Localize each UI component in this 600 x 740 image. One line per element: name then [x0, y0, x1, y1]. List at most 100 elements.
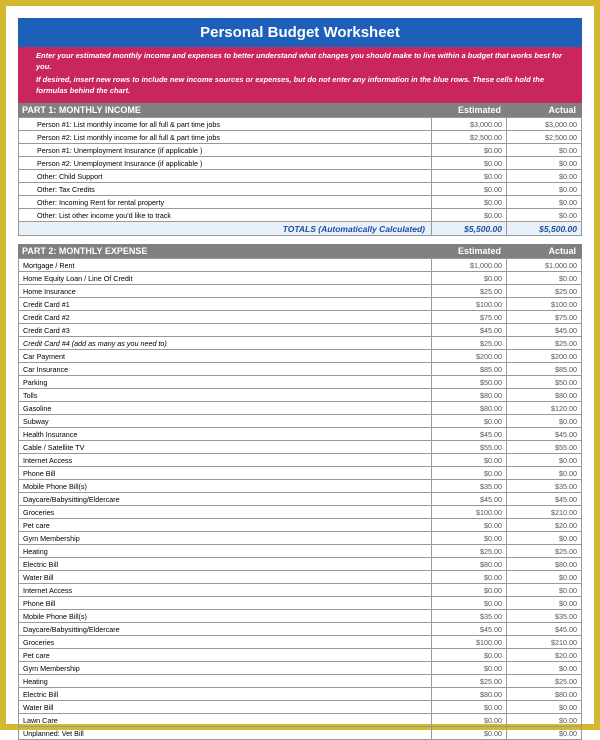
row-estimated[interactable]: $45.00 — [432, 623, 507, 636]
row-label: Credit Card #3 — [19, 324, 432, 337]
row-actual[interactable]: $0.00 — [507, 467, 582, 480]
row-estimated[interactable]: $55.00 — [432, 441, 507, 454]
table-row: Unplanned: Vet Bill$0.00$0.00 — [19, 727, 582, 740]
row-estimated[interactable]: $0.00 — [432, 649, 507, 662]
row-actual[interactable]: $210.00 — [507, 506, 582, 519]
col-actual-2: Actual — [507, 246, 582, 256]
row-estimated[interactable]: $0.00 — [432, 415, 507, 428]
table-row: Heating$25.00$25.00 — [19, 675, 582, 688]
row-actual[interactable]: $80.00 — [507, 389, 582, 402]
row-estimated[interactable]: $50.00 — [432, 376, 507, 389]
row-actual[interactable]: $85.00 — [507, 363, 582, 376]
row-actual[interactable]: $200.00 — [507, 350, 582, 363]
row-label: Home Insurance — [19, 285, 432, 298]
row-actual[interactable]: $25.00 — [507, 337, 582, 350]
row-estimated[interactable]: $100.00 — [432, 636, 507, 649]
row-estimated[interactable]: $45.00 — [432, 493, 507, 506]
row-actual[interactable]: $50.00 — [507, 376, 582, 389]
row-actual[interactable]: $35.00 — [507, 610, 582, 623]
row-estimated[interactable]: $25.00 — [432, 675, 507, 688]
row-actual[interactable]: $100.00 — [507, 298, 582, 311]
row-label: Gasoline — [19, 402, 432, 415]
row-estimated[interactable]: $45.00 — [432, 324, 507, 337]
row-actual[interactable]: $2,500.00 — [507, 131, 582, 144]
row-estimated[interactable]: $80.00 — [432, 389, 507, 402]
row-actual[interactable]: $0.00 — [507, 209, 582, 222]
row-estimated[interactable]: $0.00 — [432, 144, 507, 157]
row-actual[interactable]: $20.00 — [507, 519, 582, 532]
row-actual[interactable]: $1,000.00 — [507, 259, 582, 272]
row-actual[interactable]: $55.00 — [507, 441, 582, 454]
table-row: Electric Bill$80.00$80.00 — [19, 688, 582, 701]
row-estimated[interactable]: $85.00 — [432, 363, 507, 376]
row-estimated[interactable]: $100.00 — [432, 506, 507, 519]
row-estimated[interactable]: $25.00 — [432, 337, 507, 350]
row-actual[interactable]: $0.00 — [507, 584, 582, 597]
row-estimated[interactable]: $25.00 — [432, 285, 507, 298]
row-actual[interactable]: $25.00 — [507, 675, 582, 688]
row-estimated[interactable]: $0.00 — [432, 183, 507, 196]
row-estimated[interactable]: $2,500.00 — [432, 131, 507, 144]
row-estimated[interactable]: $200.00 — [432, 350, 507, 363]
row-estimated[interactable]: $35.00 — [432, 610, 507, 623]
row-estimated[interactable]: $80.00 — [432, 688, 507, 701]
expense-header: PART 2: MONTHLY EXPENSE Estimated Actual — [18, 244, 582, 258]
row-estimated[interactable]: $100.00 — [432, 298, 507, 311]
row-actual[interactable]: $0.00 — [507, 532, 582, 545]
row-actual[interactable]: $210.00 — [507, 636, 582, 649]
row-estimated[interactable]: $0.00 — [432, 519, 507, 532]
row-actual[interactable]: $20.00 — [507, 649, 582, 662]
row-estimated[interactable]: $0.00 — [432, 467, 507, 480]
row-actual[interactable]: $0.00 — [507, 272, 582, 285]
row-label: Mobile Phone Bill(s) — [19, 480, 432, 493]
row-estimated[interactable]: $35.00 — [432, 480, 507, 493]
row-estimated[interactable]: $0.00 — [432, 662, 507, 675]
table-row: Pet care$0.00$20.00 — [19, 519, 582, 532]
row-actual[interactable]: $0.00 — [507, 157, 582, 170]
row-estimated[interactable]: $3,000.00 — [432, 118, 507, 131]
row-actual[interactable]: $120.00 — [507, 402, 582, 415]
row-actual[interactable]: $25.00 — [507, 545, 582, 558]
row-actual[interactable]: $0.00 — [507, 144, 582, 157]
row-estimated[interactable]: $0.00 — [432, 209, 507, 222]
row-actual[interactable]: $45.00 — [507, 623, 582, 636]
row-actual[interactable]: $35.00 — [507, 480, 582, 493]
row-actual[interactable]: $75.00 — [507, 311, 582, 324]
row-estimated[interactable]: $1,000.00 — [432, 259, 507, 272]
row-actual[interactable]: $3,000.00 — [507, 118, 582, 131]
row-estimated[interactable]: $0.00 — [432, 597, 507, 610]
row-actual[interactable]: $0.00 — [507, 714, 582, 727]
row-estimated[interactable]: $0.00 — [432, 170, 507, 183]
row-estimated[interactable]: $45.00 — [432, 428, 507, 441]
row-actual[interactable]: $0.00 — [507, 571, 582, 584]
row-estimated[interactable]: $75.00 — [432, 311, 507, 324]
row-estimated[interactable]: $0.00 — [432, 454, 507, 467]
row-estimated[interactable]: $80.00 — [432, 558, 507, 571]
row-estimated[interactable]: $0.00 — [432, 157, 507, 170]
row-estimated[interactable]: $0.00 — [432, 701, 507, 714]
row-estimated[interactable]: $25.00 — [432, 545, 507, 558]
row-actual[interactable]: $0.00 — [507, 183, 582, 196]
row-estimated[interactable]: $80.00 — [432, 402, 507, 415]
row-actual[interactable]: $0.00 — [507, 454, 582, 467]
row-actual[interactable]: $45.00 — [507, 428, 582, 441]
row-actual[interactable]: $45.00 — [507, 493, 582, 506]
row-actual[interactable]: $25.00 — [507, 285, 582, 298]
row-actual[interactable]: $0.00 — [507, 196, 582, 209]
row-estimated[interactable]: $0.00 — [432, 727, 507, 740]
row-estimated[interactable]: $0.00 — [432, 714, 507, 727]
row-estimated[interactable]: $0.00 — [432, 532, 507, 545]
row-actual[interactable]: $0.00 — [507, 597, 582, 610]
row-actual[interactable]: $0.00 — [507, 727, 582, 740]
row-estimated[interactable]: $0.00 — [432, 571, 507, 584]
row-actual[interactable]: $0.00 — [507, 415, 582, 428]
row-actual[interactable]: $80.00 — [507, 688, 582, 701]
row-actual[interactable]: $0.00 — [507, 701, 582, 714]
row-estimated[interactable]: $0.00 — [432, 196, 507, 209]
row-actual[interactable]: $80.00 — [507, 558, 582, 571]
row-actual[interactable]: $0.00 — [507, 662, 582, 675]
row-estimated[interactable]: $0.00 — [432, 584, 507, 597]
row-estimated[interactable]: $0.00 — [432, 272, 507, 285]
row-actual[interactable]: $0.00 — [507, 170, 582, 183]
row-actual[interactable]: $45.00 — [507, 324, 582, 337]
